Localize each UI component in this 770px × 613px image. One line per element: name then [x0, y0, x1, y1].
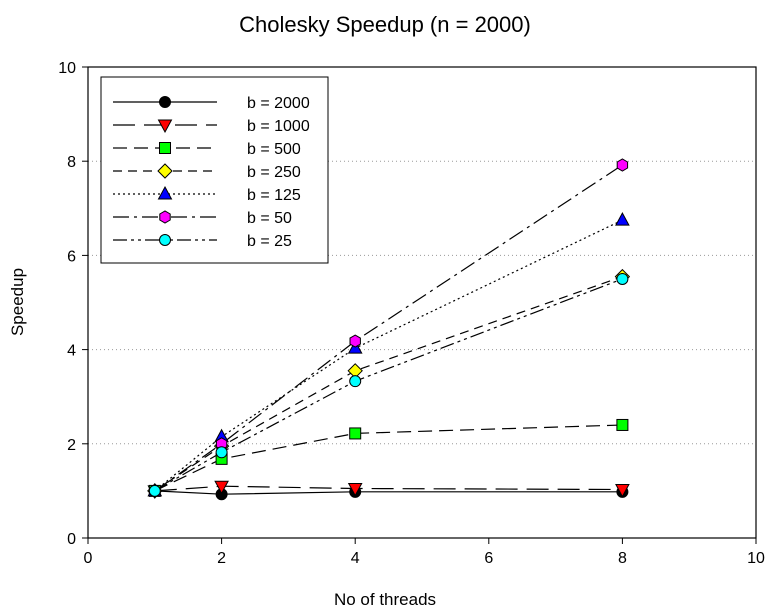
y-tick-label: 4 [67, 343, 76, 360]
legend-label-6: b = 25 [247, 233, 292, 250]
legend-marker-1 [157, 119, 173, 134]
legend-marker-5 [159, 210, 171, 224]
y-tick-label: 2 [67, 437, 76, 454]
legend: b = 2000 b = 1000 b = 500 b = 250 b = 125 b =… [100, 76, 329, 264]
data-point-1-3 [615, 483, 630, 498]
data-point-6-1 [215, 446, 228, 459]
x-axis-label: No of threads [333, 590, 437, 609]
legend-marker-2 [159, 142, 171, 154]
chart-title: Cholesky Speedup (n = 2000) [239, 12, 531, 37]
series-line-5 [154, 164, 623, 492]
legend-label-2: b = 500 [247, 141, 301, 158]
x-tick-label: 8 [618, 550, 627, 567]
data-point-6-0 [148, 484, 161, 497]
legend-label-3: b = 250 [247, 164, 301, 181]
legend-marker-0 [159, 96, 171, 108]
series-line-6 [154, 278, 623, 492]
legend-label-0: b = 2000 [247, 95, 310, 112]
series-line-1 [154, 485, 623, 492]
legend-marker-3 [157, 163, 173, 179]
series-line-4 [154, 219, 623, 492]
x-tick-label: 10 [747, 550, 765, 567]
x-tick-label: 4 [351, 550, 360, 567]
y-tick-label: 8 [67, 154, 76, 171]
data-point-4-3 [615, 212, 630, 226]
tick-labels: 0 2 4 6 8 10 0 2 4 6 8 10 [58, 60, 765, 567]
series-line-0 [154, 490, 623, 495]
legend-marker-6 [159, 234, 171, 246]
x-tick-label: 6 [484, 550, 493, 567]
legend-label-1: b = 1000 [247, 118, 310, 135]
plot-frame [87, 66, 757, 539]
y-tick-label: 0 [67, 531, 76, 548]
x-tick-label: 0 [84, 550, 93, 567]
data-point-1-2 [347, 483, 363, 497]
y-tick-label: 6 [67, 248, 76, 265]
legend-box [100, 76, 329, 264]
series-line-3 [154, 276, 623, 492]
data-point-2-3 [616, 418, 629, 431]
data-point-6-2 [349, 375, 362, 388]
y-axis-label: Speedup [8, 267, 27, 337]
data-point-5-2 [349, 334, 361, 348]
x-tick-label: 2 [217, 550, 226, 567]
data-point-6-3 [616, 272, 629, 285]
data-point-2-2 [349, 427, 362, 440]
grid-lines [88, 160, 756, 445]
data-point-1-1 [214, 480, 229, 495]
axes [82, 66, 757, 544]
legend-label-5: b = 50 [247, 210, 292, 227]
data-point-5-3 [616, 158, 629, 172]
y-tick-label: 10 [58, 60, 76, 77]
legend-marker-4 [157, 185, 173, 200]
legend-label-4: b = 125 [247, 187, 301, 204]
series-line-2 [154, 424, 623, 492]
series-layer [147, 158, 631, 501]
